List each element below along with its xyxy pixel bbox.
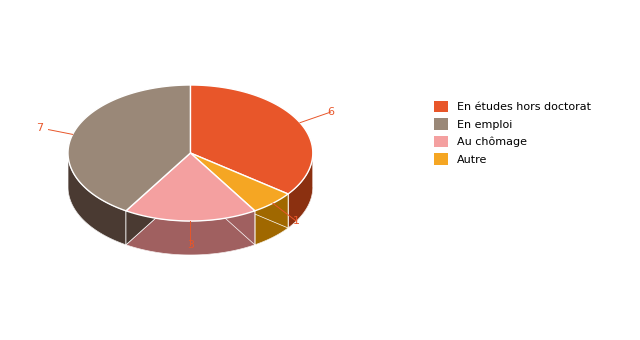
Polygon shape: [126, 153, 191, 245]
Text: 1: 1: [292, 216, 300, 226]
Text: 6: 6: [327, 107, 334, 117]
Legend: En études hors doctorat, En emploi, Au chômage, Autre: En études hors doctorat, En emploi, Au c…: [435, 101, 591, 165]
Polygon shape: [126, 153, 255, 221]
Polygon shape: [191, 153, 288, 228]
Text: 3: 3: [187, 240, 194, 250]
Polygon shape: [68, 187, 191, 245]
Polygon shape: [191, 187, 313, 228]
Polygon shape: [68, 85, 191, 211]
Polygon shape: [288, 153, 313, 228]
Polygon shape: [191, 153, 288, 211]
Polygon shape: [68, 153, 126, 245]
Polygon shape: [126, 187, 255, 255]
Polygon shape: [255, 194, 288, 245]
Text: 7: 7: [36, 123, 44, 133]
Polygon shape: [191, 153, 288, 228]
Polygon shape: [191, 187, 288, 245]
Polygon shape: [126, 153, 191, 245]
Polygon shape: [126, 211, 255, 255]
Polygon shape: [191, 153, 255, 245]
Polygon shape: [191, 153, 255, 245]
Polygon shape: [191, 85, 313, 194]
